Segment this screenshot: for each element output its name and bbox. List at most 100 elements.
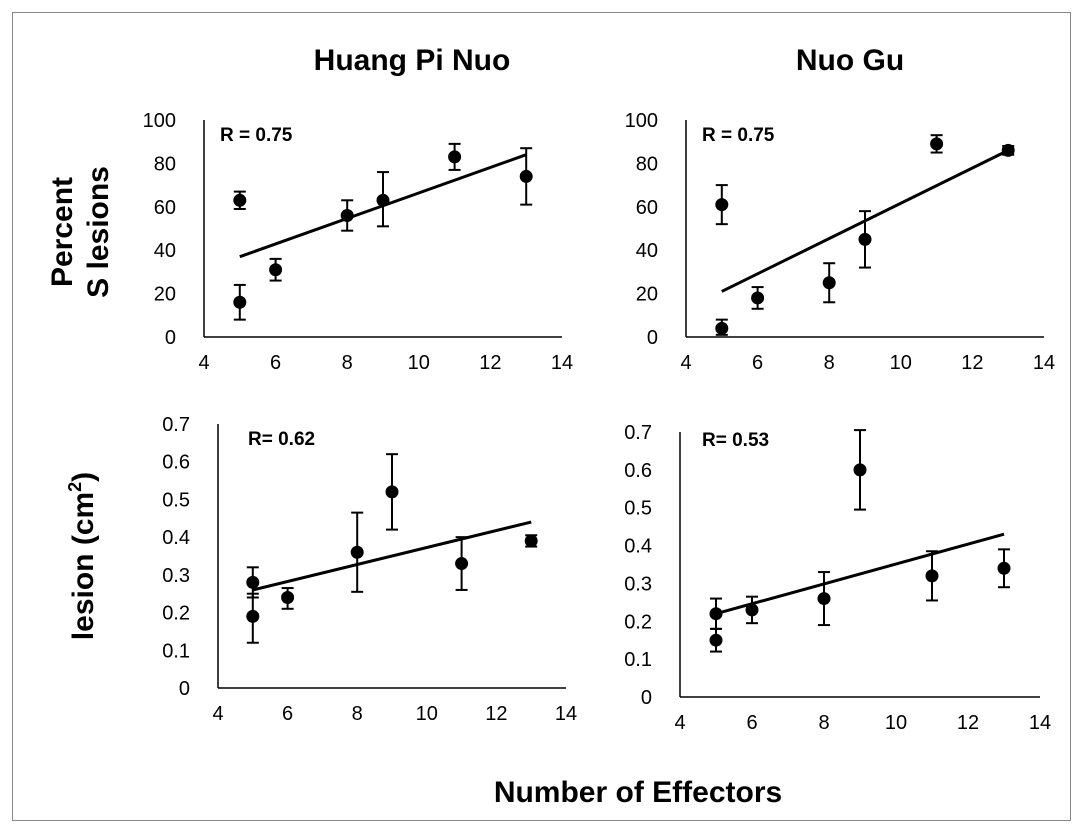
data-point: [997, 561, 1011, 575]
row-label-top-line1: Percent: [46, 177, 79, 287]
x-tick-label: 8: [352, 703, 363, 725]
x-tick-label: 6: [282, 703, 293, 725]
x-tick-label: 8: [342, 352, 353, 374]
y-tick-label: 0.6: [624, 460, 652, 482]
data-point: [1001, 143, 1015, 157]
y-tick-label: 0.7: [624, 422, 652, 444]
x-tick-label: 12: [479, 352, 501, 374]
y-tick-label: 100: [625, 110, 658, 132]
x-tick-label: 4: [674, 712, 685, 734]
x-tick-label: 4: [680, 352, 691, 374]
y-tick-label: 0.7: [162, 414, 190, 436]
x-tick-label: 12: [961, 352, 983, 374]
y-tick-label: 100: [143, 110, 176, 132]
x-tick-label: 12: [485, 703, 507, 725]
data-point: [715, 198, 729, 212]
x-tick-label: 10: [885, 712, 907, 734]
y-tick-label: 80: [636, 153, 658, 175]
y-tick-label: 40: [154, 240, 176, 262]
y-tick-label: 40: [636, 240, 658, 262]
data-point: [233, 295, 247, 309]
data-point: [233, 193, 247, 207]
figure-frame: [12, 12, 1071, 821]
data-point: [709, 607, 723, 621]
data-point: [930, 137, 944, 151]
data-point: [745, 603, 759, 617]
y-tick-label: 60: [154, 197, 176, 219]
data-point: [925, 569, 939, 583]
x-tick-label: 4: [198, 352, 209, 374]
y-tick-label: 0.5: [624, 498, 652, 520]
x-tick-label: 4: [212, 703, 223, 725]
data-point: [853, 463, 867, 477]
x-tick-label: 8: [824, 352, 835, 374]
trendline: [252, 520, 532, 592]
y-tick-label: 0.4: [624, 536, 652, 558]
y-tick-label: 0.2: [624, 611, 652, 633]
row-label-bottom-sup: 2: [65, 482, 85, 492]
row-label-bottom-close: ): [67, 472, 100, 482]
x-tick-label: 14: [555, 703, 577, 725]
data-point: [246, 575, 260, 589]
y-tick-label: 80: [154, 153, 176, 175]
row-label-bottom-main: lesion (cm: [67, 492, 100, 640]
x-axis-label: Number of Effectors: [494, 776, 782, 809]
trendline: [715, 532, 1005, 616]
y-tick-label: 20: [154, 284, 176, 306]
r-value-annotation: R= 0.53: [702, 430, 769, 451]
chart-panel-1: 4 6 8 10 12 14 0 20 40 60 80 100 R = 0.75: [143, 110, 574, 374]
data-point: [817, 592, 831, 606]
x-tick-label: 10: [408, 352, 430, 374]
data-point: [385, 485, 399, 499]
col-title-huang-pi-nuo: Huang Pi Nuo: [314, 44, 511, 77]
y-tick-label: 0: [165, 327, 176, 349]
chart-panel-2: 4 6 8 10 12 14 0 20 40 60 80 100 R = 0.75: [625, 110, 1056, 374]
data-point: [376, 193, 390, 207]
col-title-nuo-gu: Nuo Gu: [796, 44, 904, 77]
data-point: [751, 291, 765, 305]
x-tick-label: 6: [270, 352, 281, 374]
x-tick-label: 10: [416, 703, 438, 725]
x-tick-label: 8: [818, 712, 829, 734]
data-point: [350, 545, 364, 559]
data-point: [455, 557, 469, 571]
data-point: [524, 534, 538, 548]
r-value-annotation: R = 0.75: [220, 125, 293, 146]
x-tick-label: 12: [957, 712, 979, 734]
data-point: [281, 590, 295, 604]
r-value-annotation: R= 0.62: [248, 429, 315, 450]
x-tick-label: 14: [1029, 712, 1051, 734]
y-tick-label: 0.1: [162, 640, 190, 662]
data-point: [858, 232, 872, 246]
data-point: [269, 263, 283, 277]
y-tick-label: 0.4: [162, 527, 190, 549]
y-tick-label: 0.6: [162, 452, 190, 474]
y-tick-label: 0.1: [624, 649, 652, 671]
y-tick-label: 0.5: [162, 489, 190, 511]
y-tick-label: 0: [647, 327, 658, 349]
y-tick-label: 0: [641, 687, 652, 709]
x-tick-label: 6: [746, 712, 757, 734]
chart-panel-3: 4 6 8 10 12 14 0 0.1 0.2 0.3 0.4 0.5 0.6 0.7 R= 0.62: [162, 414, 577, 725]
y-tick-label: 20: [636, 284, 658, 306]
data-point: [822, 276, 836, 290]
data-point: [709, 633, 723, 647]
data-point: [246, 609, 260, 623]
row-label-top: Percent S lesions: [46, 166, 115, 298]
row-label-top-line2: S lesions: [82, 166, 115, 298]
x-tick-label: 10: [890, 352, 912, 374]
r-value-annotation: R = 0.75: [702, 125, 775, 146]
chart-panel-4: 4 6 8 10 12 14 0 0.1 0.2 0.3 0.4 0.5 0.6 0.7 R= 0.53: [624, 422, 1051, 734]
y-tick-label: 0: [179, 678, 190, 700]
x-tick-label: 6: [752, 352, 763, 374]
y-tick-label: 60: [636, 197, 658, 219]
data-point: [448, 150, 462, 164]
x-tick-label: 14: [551, 352, 573, 374]
y-tick-label: 0.3: [162, 565, 190, 587]
x-tick-label: 14: [1033, 352, 1055, 374]
data-point: [340, 208, 354, 222]
y-tick-label: 0.3: [624, 573, 652, 595]
data-point: [715, 321, 729, 335]
